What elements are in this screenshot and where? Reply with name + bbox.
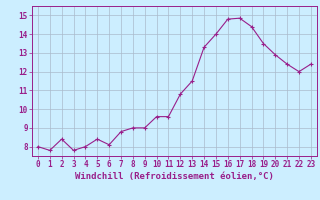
- X-axis label: Windchill (Refroidissement éolien,°C): Windchill (Refroidissement éolien,°C): [75, 172, 274, 181]
